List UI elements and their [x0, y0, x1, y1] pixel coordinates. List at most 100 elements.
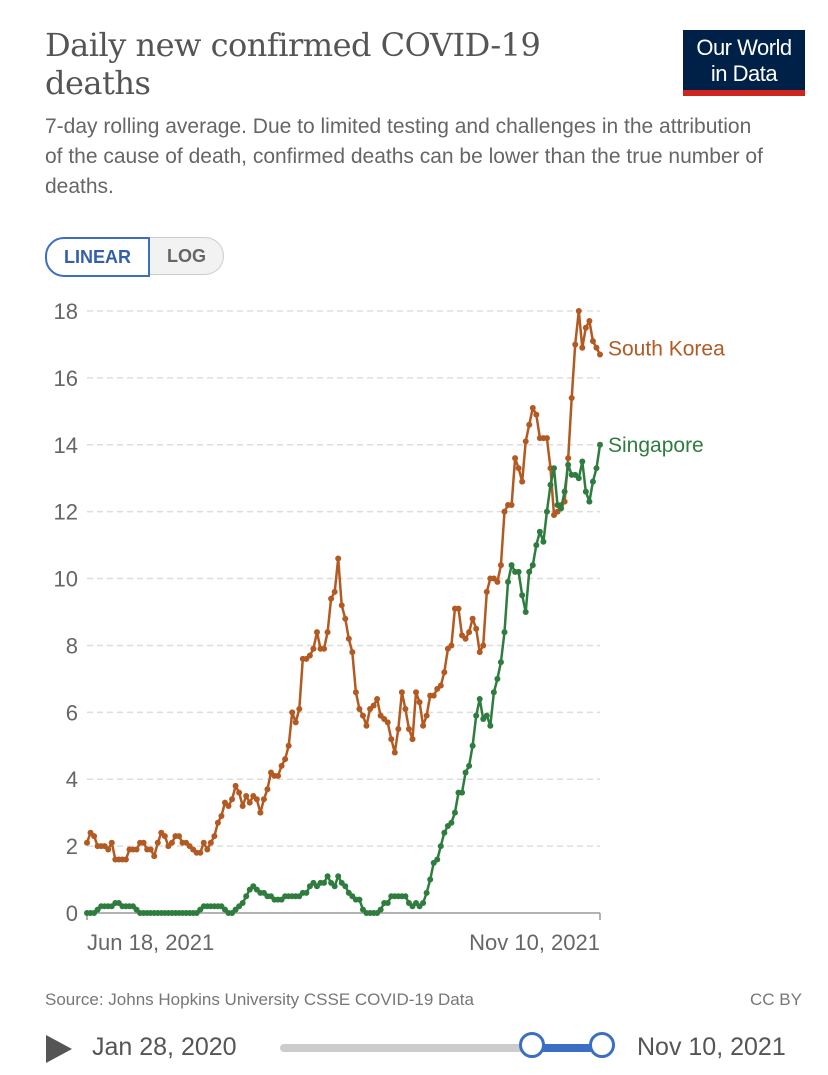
- data-point: [501, 508, 508, 515]
- data-point: [459, 789, 466, 796]
- data-point: [466, 762, 473, 769]
- data-point: [335, 873, 342, 880]
- data-point: [207, 839, 214, 846]
- owid-logo[interactable]: Our World in Data: [683, 30, 805, 96]
- data-point: [384, 719, 391, 726]
- timeline-track[interactable]: [280, 1044, 600, 1052]
- data-point: [579, 344, 586, 351]
- data-point: [505, 578, 512, 585]
- data-point: [490, 689, 497, 696]
- data-point: [480, 642, 487, 649]
- data-point: [278, 762, 285, 769]
- data-point: [522, 609, 529, 615]
- data-point: [257, 809, 264, 816]
- data-point: [593, 344, 600, 351]
- data-point: [420, 722, 427, 729]
- data-point: [494, 675, 501, 682]
- data-point: [437, 682, 444, 689]
- y-tick-label: 8: [66, 633, 78, 658]
- series-line-south-korea: [85, 309, 602, 861]
- data-point: [282, 756, 289, 763]
- data-point: [260, 796, 267, 803]
- timeline-end-handle[interactable]: [589, 1032, 615, 1058]
- y-tick-label: 16: [54, 366, 78, 391]
- data-point: [105, 846, 112, 853]
- play-icon[interactable]: [46, 1035, 72, 1063]
- y-tick-label: 0: [66, 901, 78, 926]
- y-tick-label: 18: [54, 299, 78, 324]
- data-point: [533, 411, 540, 418]
- log-button[interactable]: LOG: [150, 237, 224, 275]
- data-point: [476, 695, 483, 702]
- data-point: [582, 324, 589, 331]
- data-point: [168, 839, 175, 846]
- data-point: [236, 789, 243, 796]
- data-point: [547, 481, 554, 488]
- data-point: [455, 605, 462, 612]
- data-point: [462, 635, 469, 642]
- data-point: [154, 839, 161, 846]
- data-point: [342, 883, 349, 890]
- series-line-singapore: [87, 444, 602, 915]
- data-point: [589, 338, 596, 345]
- data-point: [497, 562, 504, 569]
- data-point: [108, 839, 115, 846]
- data-point: [476, 649, 483, 656]
- data-point: [225, 802, 232, 809]
- data-point: [324, 629, 331, 636]
- data-point: [331, 883, 338, 890]
- data-point: [543, 435, 550, 442]
- data-point: [533, 542, 540, 549]
- data-point: [413, 689, 420, 696]
- data-point: [218, 813, 225, 820]
- data-point: [473, 712, 480, 719]
- data-point: [356, 705, 363, 712]
- license-link[interactable]: CC BY: [750, 990, 802, 1009]
- data-point: [232, 782, 239, 789]
- data-point: [526, 421, 533, 428]
- data-point: [586, 318, 593, 325]
- data-point: [416, 699, 423, 706]
- data-point: [239, 802, 246, 809]
- data-point: [374, 695, 381, 702]
- data-point: [434, 856, 441, 863]
- data-point: [575, 308, 582, 314]
- data-point: [388, 736, 395, 743]
- data-point: [540, 538, 547, 545]
- data-point: [508, 501, 515, 508]
- data-point: [462, 769, 469, 776]
- data-point: [91, 833, 98, 840]
- source-text[interactable]: Source: Johns Hopkins University CSSE CO…: [45, 990, 474, 1009]
- data-point: [197, 849, 204, 856]
- data-point: [331, 588, 338, 595]
- data-point: [437, 843, 444, 850]
- data-point: [508, 562, 515, 569]
- chart-title: Daily new confirmed COVID-19 deaths: [45, 26, 541, 102]
- data-point: [140, 839, 147, 846]
- data-point: [264, 786, 271, 793]
- line-chart: 0 2 4 6 8 10 12 14 16 18 Jun 18, 2021 Nov 10, 2021 S…: [54, 299, 726, 955]
- data-point: [402, 893, 409, 900]
- data-point: [551, 465, 558, 472]
- data-point: [363, 722, 370, 729]
- data-point: [497, 659, 504, 666]
- data-point: [175, 833, 182, 840]
- data-point: [451, 809, 458, 816]
- timeline-start-handle[interactable]: [519, 1032, 545, 1058]
- data-point: [519, 478, 526, 485]
- data-point: [395, 726, 402, 733]
- data-point: [310, 645, 317, 652]
- data-point: [568, 394, 575, 401]
- data-point: [384, 899, 391, 906]
- data-point: [253, 796, 260, 803]
- data-point: [575, 475, 582, 482]
- data-point: [427, 876, 434, 883]
- data-point: [370, 702, 377, 709]
- data-point: [352, 689, 359, 696]
- data-point: [296, 705, 303, 712]
- timeline-end-label: Nov 10, 2021: [637, 1033, 786, 1061]
- x-tick-label: Nov 10, 2021: [469, 930, 600, 955]
- linear-button[interactable]: LINEAR: [45, 237, 150, 277]
- data-point: [515, 568, 522, 575]
- data-point: [335, 555, 342, 562]
